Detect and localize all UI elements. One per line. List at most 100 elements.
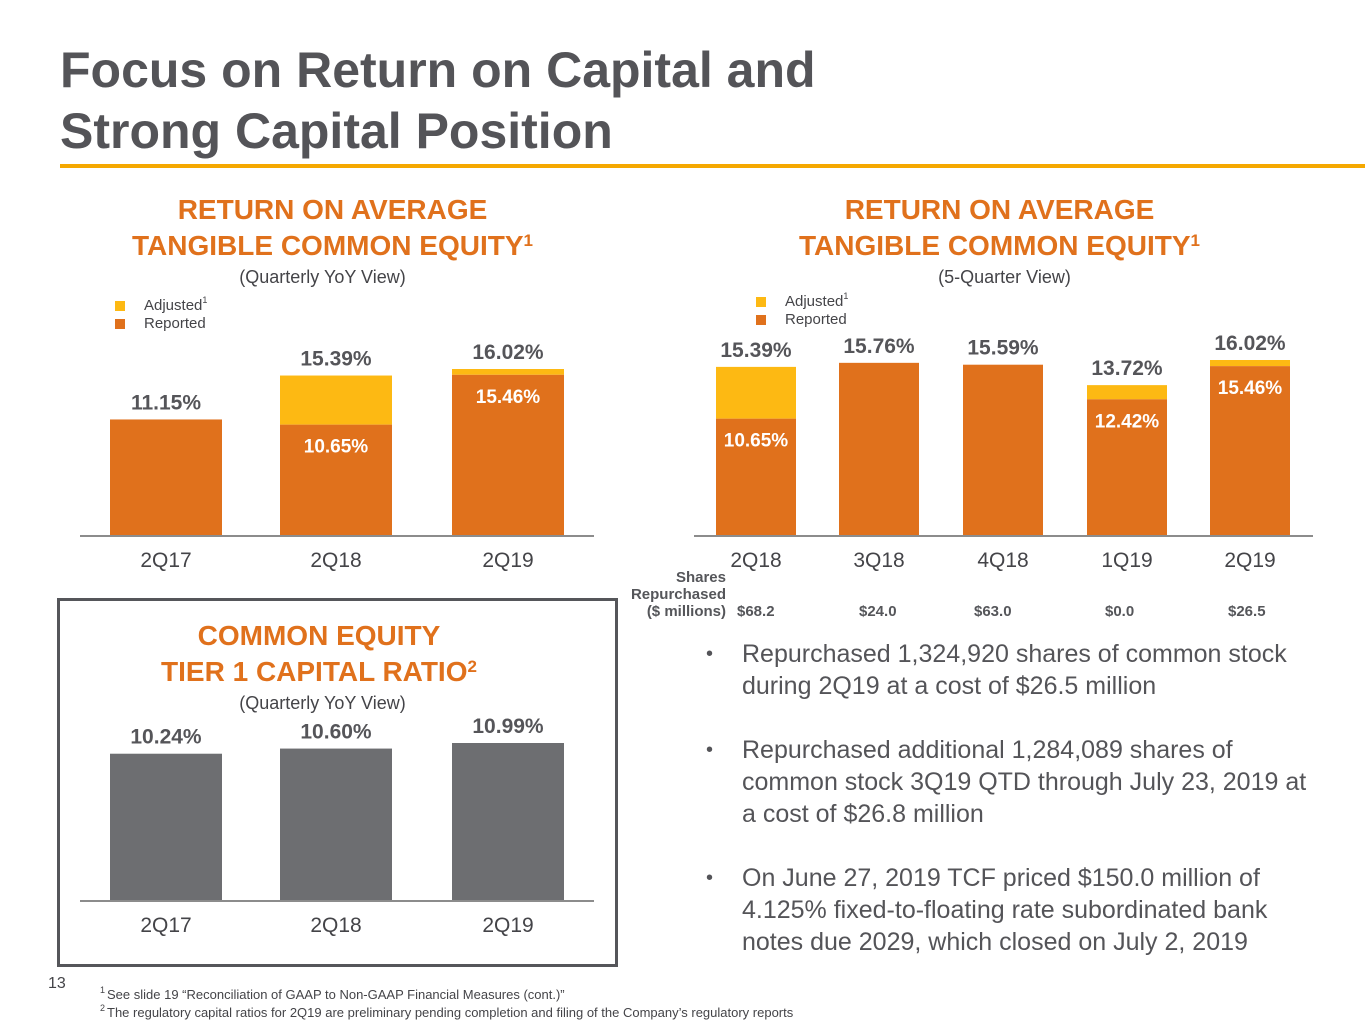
chart1-tick-2q19: 2Q19 xyxy=(482,549,533,572)
chart2-bar-reported-2q18 xyxy=(716,418,796,535)
chart1-plot: 11.15% 2Q17 10.65% 15.39% 2Q18 15.46% 16.02% 2Q… xyxy=(80,341,594,572)
shares-label-line-3: ($ millions) xyxy=(646,603,726,620)
chart3-tick-2q19: 2Q19 xyxy=(482,914,533,937)
shares-repurchased-label: Shares Repurchased ($ millions) xyxy=(631,569,726,620)
chart1-legend-reported-swatch xyxy=(115,319,125,329)
chart2-bar-reported-2q19 xyxy=(1210,366,1290,535)
chart2-plot: 10.65% 15.39% 2Q18 15.76% 3Q18 15.59% 4Q18 12.4… xyxy=(694,332,1313,572)
bullet-item: • Repurchased 1,324,920 shares of common … xyxy=(706,638,1326,702)
chart2-legend-adjusted-swatch xyxy=(756,297,766,307)
bullet-dot: • xyxy=(706,739,714,761)
chart1-legend-adjusted-swatch xyxy=(115,301,125,311)
shares-value-1q19: $0.0 xyxy=(1105,603,1135,620)
chart3-plot: 10.24% 2Q17 10.60% 2Q18 10.99% 2Q19 xyxy=(80,715,594,937)
chart3-tick-2q17: 2Q17 xyxy=(140,914,191,937)
chart2-label-reported-2q19: 15.46% xyxy=(1218,378,1283,399)
title-underline xyxy=(60,164,1365,168)
chart1-heading: RETURN ON AVERAGE TANGIBLE COMMON EQUITY… xyxy=(60,192,605,264)
bullet-dot: • xyxy=(706,867,714,889)
chart1-label-total-2q19: 16.02% xyxy=(472,341,544,364)
chart2-heading-line-1: RETURN ON AVERAGE xyxy=(844,194,1155,225)
chart2-label-total-2q19: 16.02% xyxy=(1214,332,1286,355)
slide-title-line-2: Strong Capital Position xyxy=(60,103,613,159)
chart3-bar-2q19 xyxy=(452,743,564,900)
footnote-1: 1 See slide 19 “Reconciliation of GAAP to… xyxy=(100,985,565,1003)
chart1-legend-reported-label: Reported xyxy=(144,315,206,332)
chart1-bar-reported-2q18 xyxy=(280,424,392,535)
bullet-item: • On June 27, 2019 TCF priced $150.0 mill… xyxy=(706,862,1326,958)
chart1-bar-adjusted-2q18 xyxy=(280,375,392,425)
page-number: 13 xyxy=(48,975,66,992)
chart3-heading-line-1: COMMON EQUITY xyxy=(197,620,441,651)
chart1-label-reported-2q19: 15.46% xyxy=(476,387,541,408)
chart2-tick-1q19: 1Q19 xyxy=(1101,549,1152,572)
chart3-heading-footnote-marker: 2 xyxy=(467,657,477,676)
chart1-tick-2q17: 2Q17 xyxy=(140,549,191,572)
footnote-1-marker: 1 xyxy=(100,985,106,995)
slide-title: Focus on Return on Capital and Strong Ca… xyxy=(60,40,816,162)
chart2-tick-3q18: 3Q18 xyxy=(853,549,904,572)
shares-label-line-1: Shares xyxy=(675,569,726,586)
chart1-bar-reported-2q17 xyxy=(110,419,222,535)
chart1-label-reported-2q18: 10.65% xyxy=(304,437,369,458)
cet1-box xyxy=(57,598,618,967)
chart2-bar-reported-4q18 xyxy=(963,364,1043,535)
chart2-label-reported-2q18: 10.65% xyxy=(724,431,789,452)
bullet-text: Repurchased additional 1,284,089 shares … xyxy=(742,736,1307,828)
chart2-label-total-4q18: 15.59% xyxy=(967,337,1039,360)
chart3-bar-2q18 xyxy=(280,748,392,900)
chart1-heading-line-2: TANGIBLE COMMON EQUITY xyxy=(132,230,524,261)
chart1-label-total-2q17: 11.15% xyxy=(131,391,201,414)
chart2-bar-adjusted-1q19 xyxy=(1087,385,1167,400)
chart2-heading-line-2: TANGIBLE COMMON EQUITY xyxy=(799,230,1191,261)
chart1-heading-line-1: RETURN ON AVERAGE xyxy=(177,194,488,225)
bullet-text: On June 27, 2019 TCF priced $150.0 milli… xyxy=(742,864,1268,956)
chart2-bar-reported-3q18 xyxy=(839,362,919,535)
chart2-legend-reported-label: Reported xyxy=(785,311,847,328)
bullet-list: • Repurchased 1,324,920 shares of common … xyxy=(706,638,1326,990)
chart1-subtitle: (Quarterly YoY View) xyxy=(239,267,406,287)
chart2-label-reported-1q19: 12.42% xyxy=(1095,411,1160,432)
chart3-heading: COMMON EQUITY TIER 1 CAPITAL RATIO2 xyxy=(60,618,578,690)
shares-value-3q18: $24.0 xyxy=(859,603,897,620)
chart2-heading-footnote-marker: 1 xyxy=(1190,231,1200,250)
chart2-tick-2q18: 2Q18 xyxy=(730,549,781,572)
bullet-dot: • xyxy=(706,643,714,665)
chart2-bar-reported-1q19 xyxy=(1087,399,1167,535)
chart2-tick-2q19: 2Q19 xyxy=(1224,549,1275,572)
footnote-2-text: The regulatory capital ratios for 2Q19 a… xyxy=(107,1005,794,1020)
chart2-label-total-1q19: 13.72% xyxy=(1091,357,1163,380)
bullet-text: Repurchased 1,324,920 shares of common s… xyxy=(742,640,1287,700)
chart2-legend-adjusted-marker: 1 xyxy=(843,291,849,301)
footnote-2: 2 The regulatory capital ratios for 2Q19 … xyxy=(100,1003,794,1021)
chart1-bar-adjusted-2q19 xyxy=(452,369,564,375)
shares-label-line-2: Repurchased xyxy=(630,586,726,603)
shares-value-2q19: $26.5 xyxy=(1228,603,1266,620)
footnote-2-marker: 2 xyxy=(100,1003,106,1013)
chart3-tick-2q18: 2Q18 xyxy=(310,914,361,937)
chart1-label-total-2q18: 15.39% xyxy=(300,348,372,371)
shares-value-4q18: $63.0 xyxy=(974,603,1012,620)
chart1-heading-footnote-marker: 1 xyxy=(523,231,533,250)
chart2-heading: RETURN ON AVERAGE TANGIBLE COMMON EQUITY… xyxy=(727,192,1272,264)
chart3-label-2q19: 10.99% xyxy=(472,715,544,738)
chart2-legend-adjusted-label: Adjusted xyxy=(785,293,844,310)
footnote-1-text: See slide 19 “Reconciliation of GAAP to … xyxy=(107,987,565,1002)
chart3-label-2q17: 10.24% xyxy=(130,726,202,749)
chart2-subtitle: (5-Quarter View) xyxy=(938,267,1071,287)
chart1-tick-2q18: 2Q18 xyxy=(310,549,361,572)
chart2-bar-adjusted-2q19 xyxy=(1210,360,1290,367)
chart3-label-2q18: 10.60% xyxy=(300,721,372,744)
chart2-legend-reported-swatch xyxy=(756,315,766,325)
chart1-legend-adjusted-label: Adjusted xyxy=(144,297,203,314)
chart2-label-total-2q18: 15.39% xyxy=(720,339,792,362)
chart1-legend-adjusted-marker: 1 xyxy=(202,295,208,305)
slide-title-line-1: Focus on Return on Capital and xyxy=(60,42,816,98)
chart2-label-total-3q18: 15.76% xyxy=(843,335,915,358)
shares-value-2q18: $68.2 xyxy=(737,603,775,620)
chart3-bar-2q17 xyxy=(110,753,222,900)
chart2-bar-adjusted-2q18 xyxy=(716,366,796,419)
chart1-bar-reported-2q19 xyxy=(452,374,564,535)
chart3-heading-line-2: TIER 1 CAPITAL RATIO xyxy=(161,656,468,687)
